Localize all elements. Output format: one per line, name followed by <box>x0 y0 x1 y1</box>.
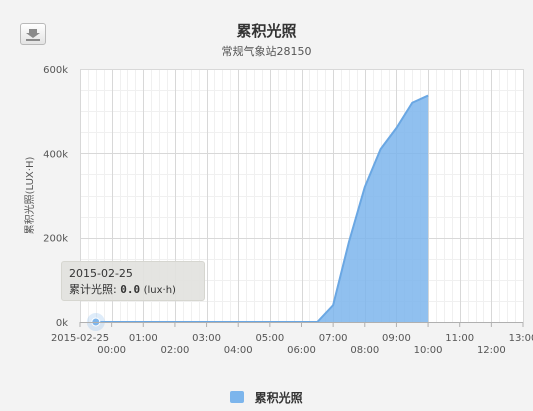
chart-title: 累积光照 <box>236 22 297 40</box>
y-tick-label: 400k <box>43 149 68 160</box>
x-tick-label: 07:00 <box>319 333 348 344</box>
legend-swatch <box>230 391 245 403</box>
legend-label: 累积光照 <box>254 391 303 405</box>
export-button[interactable] <box>20 23 46 45</box>
x-tick-label: 2015-02-25 <box>51 333 109 344</box>
y-tick-label: 600k <box>43 65 68 76</box>
x-tick-label: 00:00 <box>97 345 126 356</box>
download-icon <box>26 29 40 41</box>
y-tick-label: 200k <box>43 234 68 245</box>
x-tick-label: 13:00 <box>509 333 533 344</box>
x-tick-label: 01:00 <box>129 333 158 344</box>
tooltip-label: 累计光照: <box>69 283 117 296</box>
x-tick-label: 02:00 <box>161 345 190 356</box>
x-tick-label: 08:00 <box>350 345 379 356</box>
x-tick-label: 04:00 <box>224 345 253 356</box>
x-tick-label: 03:00 <box>192 333 221 344</box>
x-tick-label: 05:00 <box>255 333 284 344</box>
x-tick-label: 12:00 <box>477 345 506 356</box>
x-tick-label: 09:00 <box>382 333 411 344</box>
x-tick-label: 10:00 <box>414 345 443 356</box>
chart-subtitle: 常规气象站28150 <box>221 45 312 58</box>
tooltip-value: 0.0 <box>120 283 141 296</box>
chart-tooltip: 2015-02-25 累计光照: 0.0 (lux·h) <box>61 261 205 301</box>
series-area <box>95 95 429 322</box>
x-tick-label: 11:00 <box>445 333 474 344</box>
x-tick-label: 06:00 <box>287 345 316 356</box>
y-tick-label: 0k <box>56 318 68 329</box>
tooltip-date: 2015-02-25 <box>69 267 133 280</box>
tooltip-row: 累计光照: 0.0 (lux·h) <box>69 282 197 299</box>
legend[interactable]: 累积光照 <box>0 389 533 406</box>
tooltip-unit: (lux·h) <box>143 285 176 296</box>
y-axis-title: 累积光照(LUX·H) <box>23 157 36 235</box>
